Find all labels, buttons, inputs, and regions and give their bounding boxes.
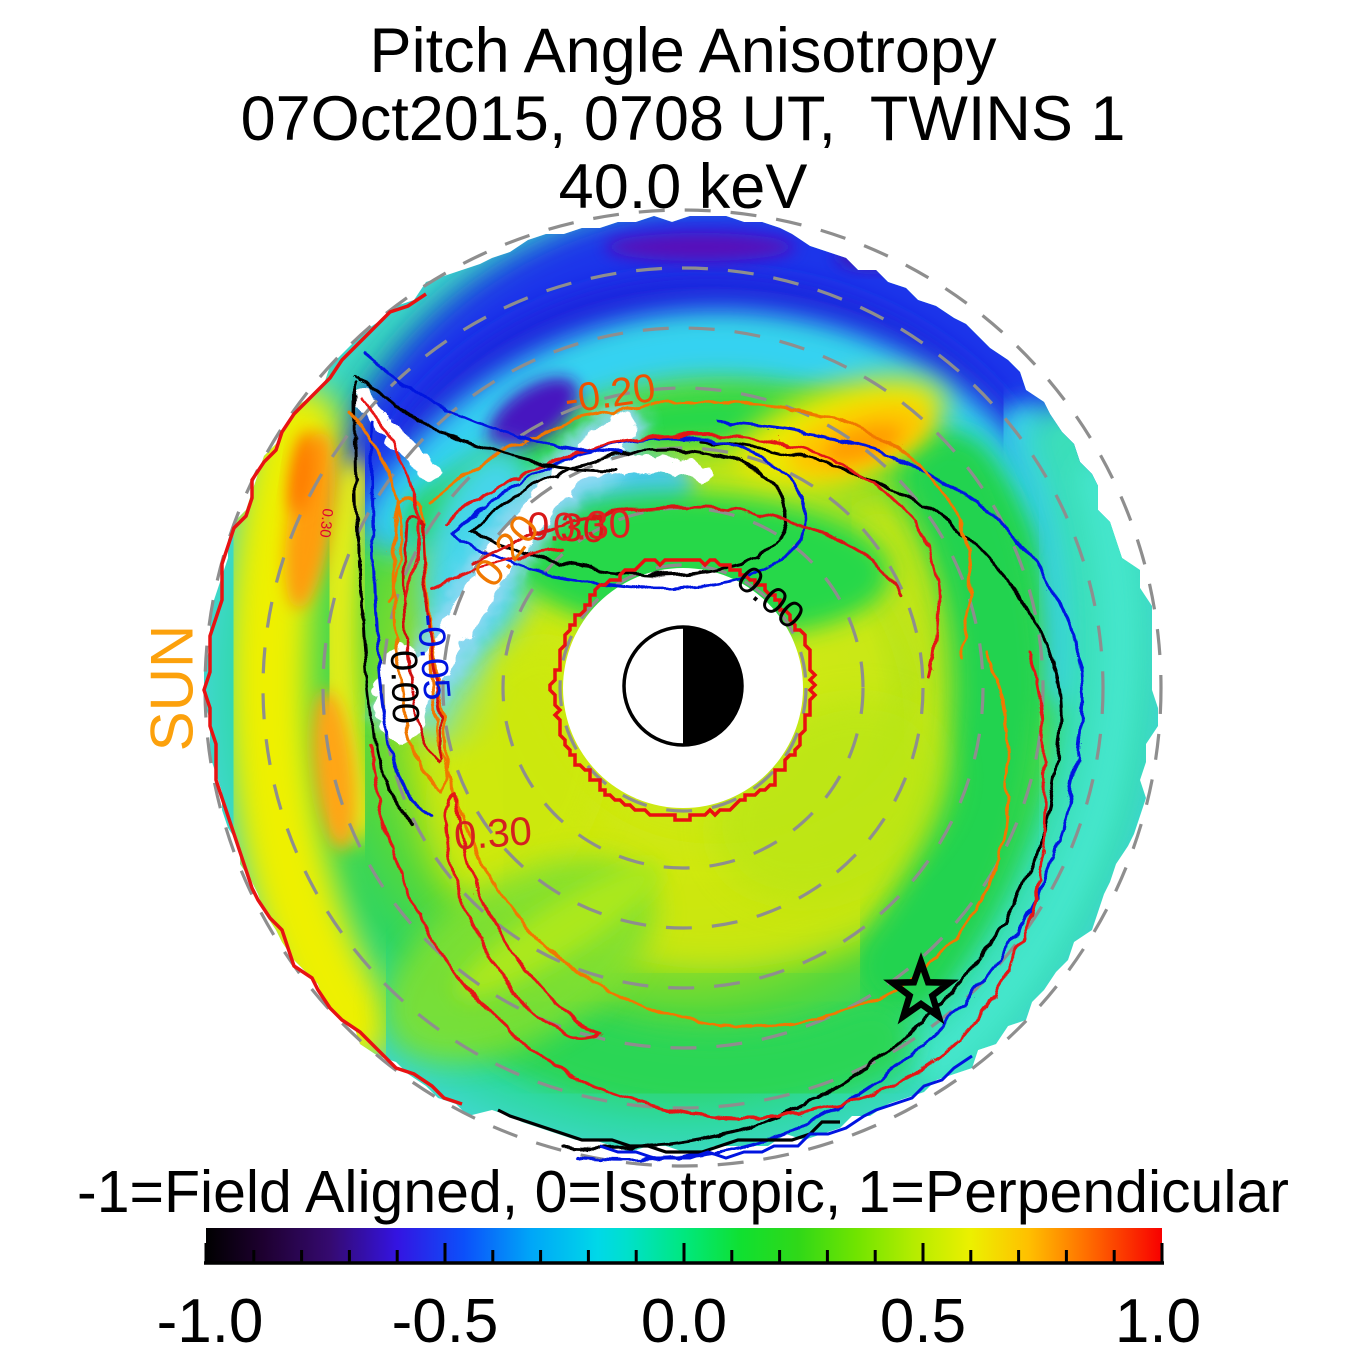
earth-night-side — [683, 627, 742, 745]
contour-label: 0.00 — [382, 649, 427, 724]
contour-label: -0.05 — [408, 612, 457, 702]
contour-lines — [346, 350, 1082, 1159]
contour-blue-topleft — [360, 350, 624, 452]
field-purple-patch-3 — [836, 243, 916, 269]
contour-black-left — [350, 376, 412, 824]
colorbar-ticks — [204, 1243, 1164, 1262]
colorbar: -1.0 -0.5 0.0 0.5 1.0 — [157, 1228, 1202, 1356]
contour-label: 0.30 — [552, 502, 632, 550]
field-yellow-band — [224, 387, 395, 1065]
grid-ring — [381, 386, 985, 990]
field-orange-streak-3 — [288, 430, 316, 514]
contour-blue-right — [573, 418, 1082, 1159]
grid-ring — [203, 208, 1163, 1168]
contour-darkred-inner-top — [468, 503, 900, 594]
colorbar-tick-labels: -1.0 -0.5 0.0 0.5 1.0 — [157, 1287, 1202, 1356]
radial-grid — [203, 208, 1163, 1168]
contour-red-bottom — [366, 650, 1045, 1117]
contour-red-left-boundary — [202, 292, 463, 1106]
contour-darkred-left-loop — [400, 512, 442, 761]
field-green-right-mid — [852, 432, 1047, 1014]
contour-red-inner-ring — [548, 558, 818, 822]
colorbar-tick-label: -0.5 — [392, 1287, 499, 1356]
field-turquoise-crescent — [894, 404, 1136, 1082]
earth-symbol — [622, 625, 744, 747]
field-purple-patch-1 — [605, 233, 795, 261]
contour-orange-top — [426, 397, 970, 657]
colorbar-tick-label: 0.5 — [880, 1287, 966, 1356]
grid-ring — [441, 446, 925, 930]
contour-label: 0.30 — [453, 809, 534, 858]
colorbar-tick-label: -1.0 — [157, 1287, 264, 1356]
contour-orange-left-loop — [390, 493, 447, 791]
contour-black-eye — [467, 446, 786, 575]
colorbar-tick-label: 0.0 — [641, 1287, 727, 1356]
title-line-3: 40.0 keV — [559, 152, 808, 222]
contour-red-topleft — [356, 393, 417, 600]
colorbar-tick-label: 1.0 — [1115, 1287, 1201, 1356]
grid-ring — [261, 266, 1105, 1110]
plot-title: Pitch Angle Anisotropy 07Oct2015, 0708 U… — [241, 16, 1126, 222]
contour-blue-left — [368, 418, 430, 817]
field-green-bottom — [480, 982, 912, 1113]
grid-ring — [501, 506, 865, 870]
title-line-1: Pitch Angle Anisotropy — [370, 16, 997, 86]
field-turquoise-edge — [920, 460, 1141, 1082]
field-bottomleft-streak — [457, 862, 663, 998]
contour-orange-topleft — [346, 406, 400, 602]
field-orange-streak-2 — [312, 690, 356, 850]
contour-red-top — [442, 431, 938, 677]
grid-ring — [321, 326, 1045, 1050]
contour-red-short — [428, 546, 562, 587]
grid-ring — [558, 563, 808, 813]
contour-black-topleft — [350, 370, 614, 470]
contour-label: 0.30 — [316, 508, 336, 539]
colorbar-caption: -1=Field Aligned, 0=Isotropic, 1=Perpend… — [77, 1159, 1289, 1225]
sun-direction-label: SUN — [139, 625, 206, 752]
star-marker — [883, 952, 959, 1025]
contour-black-bottom-edge — [497, 1108, 840, 1154]
contour-blue-bottom-edge — [599, 1054, 973, 1160]
contour-label: 0.30 — [526, 505, 605, 552]
contour-black-right — [558, 438, 1060, 1148]
contour-red-wedge — [441, 789, 600, 1037]
contour-orange-bottom — [426, 640, 1008, 1025]
title-line-2: 07Oct2015, 0708 UT, TWINS 1 — [241, 84, 1126, 154]
